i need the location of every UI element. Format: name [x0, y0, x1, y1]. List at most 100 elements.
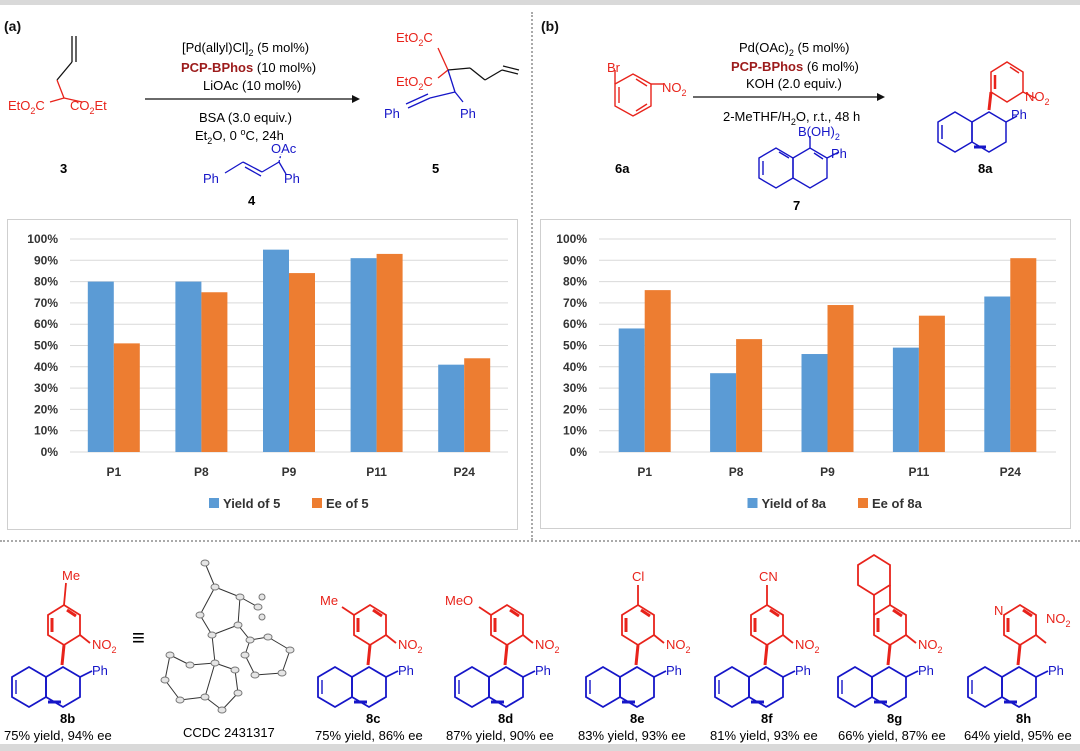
chart-a-bar-ee-of-5-p24	[464, 358, 491, 452]
scope-8d-id: 8d	[498, 711, 513, 726]
scope-8e-id: 8e	[630, 711, 644, 726]
panel-divider-horizontal	[0, 540, 1080, 542]
scope-8h-ph: Ph	[1048, 663, 1064, 678]
chart-b-xtick-label: P1	[637, 465, 652, 479]
condition-a-additive: LiOAc (10 mol%)	[203, 78, 301, 93]
scope-8h-id: 8h	[1016, 711, 1031, 726]
compound-7-boronic: B(OH)2	[798, 124, 840, 142]
compound-5-ph-right: Ph	[460, 106, 476, 121]
compound-5-ester-top: EtO2C	[396, 30, 433, 48]
chart-a-bar-yield-of-5-p9	[263, 249, 289, 452]
chart-b-xtick-label: P11	[909, 465, 930, 479]
chart-b-ytick-label: 70%	[563, 296, 587, 310]
scope-8c-substituent: Me	[320, 593, 338, 608]
chart-b: 0% 10% 20% 30% 40% 50% 60% 70% 80% 90% 100% P1 P8 P9 P…	[556, 232, 1056, 511]
condition-a-solvent: Et2O, 0 oC, 24h	[195, 127, 284, 146]
compound-4-acetate: OAc	[271, 141, 297, 156]
scope-8b-id: 8b	[60, 711, 75, 726]
scope-8d: MeO NO2 Ph	[445, 593, 560, 709]
compound-4	[224, 153, 287, 177]
chart-b-bar-ee-of-8a-p1	[644, 290, 671, 452]
chart-a-xtick-label: P1	[106, 465, 121, 479]
scope-8e-substituent: Cl	[632, 569, 644, 584]
scope-8h: N NO2 Ph	[966, 603, 1071, 709]
chart-b-bar-ee-of-8a-p11	[918, 315, 945, 452]
chart-b-ytick-label: 60%	[563, 317, 587, 331]
compound-6a-no2: NO2	[662, 80, 687, 98]
chart-b-xtick-label: P9	[820, 465, 835, 479]
scope-8g-ph: Ph	[918, 663, 934, 678]
scope-8c: Me NO2 Ph	[316, 593, 423, 709]
compound-8a-ph: Ph	[1011, 107, 1027, 122]
chart-b-xtick-label: P24	[1000, 465, 1022, 479]
scope-8g: NO2 Ph	[836, 553, 943, 709]
bottom-border	[0, 744, 1080, 751]
scope-8g-no2: NO2	[918, 637, 943, 655]
scope-8f: CN NO2 Ph	[713, 569, 820, 709]
scope-8d-no2: NO2	[535, 637, 560, 655]
chart-a-legend-swatch	[312, 498, 322, 508]
scheme-a: EtO2C CO2Et 3 [Pd(allyl)Cl]2 (5 mol%) PC…	[8, 30, 520, 208]
chart-a-ytick-label: 10%	[34, 424, 58, 438]
chart-a-bar-ee-of-5-p1	[113, 343, 140, 452]
chart-a-legend-swatch	[209, 498, 219, 508]
condition-a-catalyst: [Pd(allyl)Cl]2 (5 mol%)	[182, 40, 309, 58]
condition-a-silylating: BSA (3.0 equiv.)	[199, 110, 292, 125]
chart-b-ytick-label: 10%	[563, 424, 587, 438]
chart-a-ytick-label: 20%	[34, 402, 58, 416]
compound-6a-br: Br	[607, 60, 621, 75]
scope-8b-ph: Ph	[92, 663, 108, 678]
scope-8g-id: 8g	[887, 711, 902, 726]
chart-a-ytick-label: 0%	[41, 445, 59, 459]
panel-a-label: (a)	[4, 18, 22, 34]
crystal-structure	[160, 559, 295, 714]
chart-a-ytick-label: 50%	[34, 339, 58, 353]
chart-a-ytick-label: 80%	[34, 275, 58, 289]
scope-8f-substituent: CN	[759, 569, 778, 584]
compound-8a	[937, 61, 1036, 153]
scope-8e-no2: NO2	[666, 637, 691, 655]
chart-b-ytick-label: 50%	[563, 339, 587, 353]
chart-b-bar-yield-of-8a-p1	[618, 328, 645, 452]
chart-b-bar-yield-of-8a-p8	[710, 373, 737, 452]
scope-8e: Cl NO2 Ph	[584, 569, 691, 709]
chart-a-legend-label: Ee of 5	[326, 496, 369, 511]
scope-8b-substituent: Me	[62, 568, 80, 583]
condition-b-base: KOH (2.0 equiv.)	[746, 76, 842, 91]
scope-8f-ph: Ph	[795, 663, 811, 678]
chart-a-bar-yield-of-5-p11	[350, 258, 377, 452]
arrow-head-b	[877, 93, 885, 101]
top-border	[0, 0, 1080, 5]
chart-a-frame: 0% 10% 20% 30% 40% 50% 60% 70% 80% 90% 100% P1 P8 P9 P…	[7, 219, 518, 530]
chart-a-bar-ee-of-5-p9	[289, 273, 315, 452]
scope-8f-no2: NO2	[795, 637, 820, 655]
scope-8e-ph: Ph	[666, 663, 682, 678]
scope-8b-no2: NO2	[92, 637, 117, 655]
chart-b-ytick-label: 20%	[563, 402, 587, 416]
chart-a-ytick-label: 100%	[27, 232, 58, 246]
chart-b-ytick-label: 80%	[563, 275, 587, 289]
chart-a-xtick-label: P8	[194, 465, 209, 479]
equivalence-symbol: ≡	[132, 625, 145, 650]
chart-b-ytick-label: 40%	[563, 360, 587, 374]
compound-7-id: 7	[793, 198, 800, 210]
scope-8d-ph: Ph	[535, 663, 551, 678]
scope-8d-substituent: MeO	[445, 593, 473, 608]
chart-a-xtick-label: P24	[454, 465, 476, 479]
compound-8a-id: 8a	[978, 161, 993, 176]
chart-b-legend-swatch	[858, 498, 868, 508]
scope-8d-result: 87% yield, 90% ee	[446, 728, 554, 743]
condition-b-catalyst: Pd(OAc)2 (5 mol%)	[739, 40, 850, 58]
chart-a-bar-ee-of-5-p11	[376, 253, 403, 452]
arrow-head-a	[352, 95, 360, 103]
chart-b-bar-yield-of-8a-p9	[801, 354, 828, 452]
chart-b-ytick-label: 0%	[570, 445, 588, 459]
chart-b-ytick-label: 30%	[563, 381, 587, 395]
scope-8h-substituent: N	[994, 603, 1003, 618]
compound-7-ph: Ph	[831, 146, 847, 161]
chart-b-bar-ee-of-8a-p8	[736, 339, 763, 452]
chart-b-ytick-label: 100%	[556, 232, 587, 246]
panel-divider-vertical	[531, 12, 533, 540]
compound-3-right-ester: CO2Et	[70, 98, 107, 116]
crystal-label: CCDC 2431317	[183, 725, 275, 740]
